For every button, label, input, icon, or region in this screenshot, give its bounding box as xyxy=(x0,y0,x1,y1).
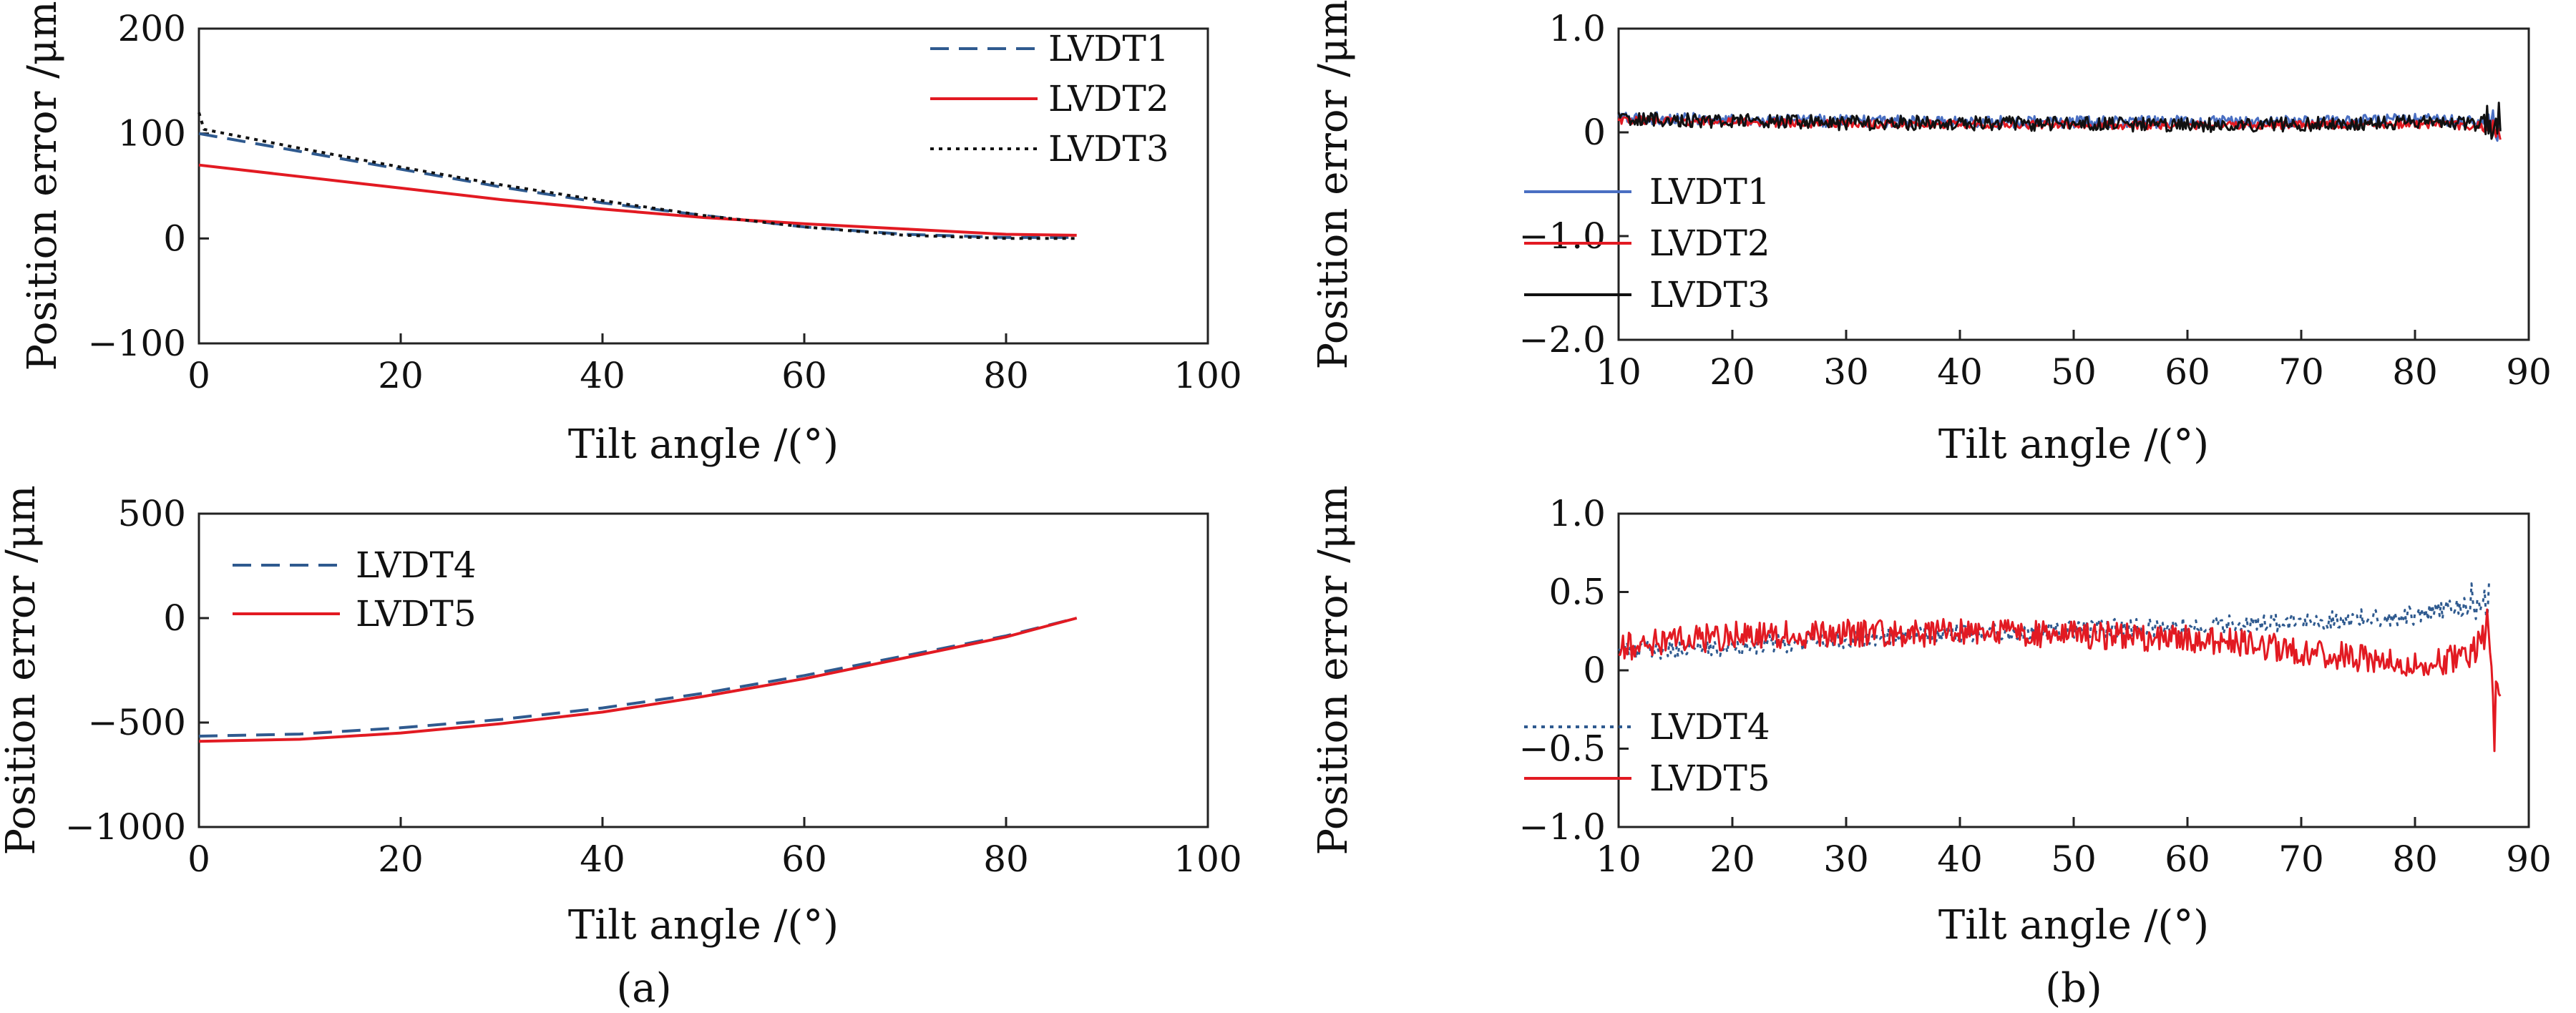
legend-label: LVDT5 xyxy=(1649,758,1770,799)
y-tick-label: −1.0 xyxy=(1519,806,1606,848)
y-tick-label: 1.0 xyxy=(1548,493,1606,534)
legend-label: LVDT5 xyxy=(356,593,477,635)
x-tick-label: 40 xyxy=(580,355,625,396)
legend-label: LVDT4 xyxy=(1649,706,1770,748)
x-tick-label: 90 xyxy=(2506,838,2552,880)
chart-b-bottom: 10 20 30 40 50 60 70 80 901.00.50−0.5−1.0 LVDT4L… xyxy=(1310,485,2552,949)
series-line-lvdt1 xyxy=(198,132,1077,239)
y-tick-label: −500 xyxy=(88,702,186,743)
plot-frame xyxy=(197,512,1209,828)
x-tick-label: 20 xyxy=(1709,838,1755,880)
series-line-lvdt5 xyxy=(1618,608,2502,753)
series-line-lvdt3 xyxy=(1617,102,2502,140)
x-axis-label: Tilt angle /(°) xyxy=(1938,902,2209,949)
legend-label: LVDT3 xyxy=(1649,274,1770,315)
legend: LVDT1 LVDT2 LVDT3 xyxy=(930,28,1169,170)
axis-ticks: 10 20 30 40 50 60 70 80 90 1.0 0 −1.0 −2.0 xyxy=(1519,8,2552,393)
x-tick-label: 50 xyxy=(2051,838,2097,880)
x-tick-label: 10 xyxy=(1596,351,1641,393)
series-layer xyxy=(1618,582,2502,753)
x-tick-label: 50 xyxy=(2051,351,2097,393)
x-tick-label: 60 xyxy=(2165,351,2210,393)
series-line-lvdt2 xyxy=(198,163,1077,237)
series-layer xyxy=(198,617,1078,743)
legend: LVDT1 LVDT2 LVDT3 xyxy=(1524,171,1770,315)
x-tick-label: 30 xyxy=(1823,351,1869,393)
y-tick-label: 0 xyxy=(1583,650,1606,691)
axis-ticks: 0 20 40 60 80 100 500 0 −500 −1000 xyxy=(65,493,1242,880)
x-tick-label: 80 xyxy=(2392,838,2438,880)
y-tick-label: −0.5 xyxy=(1519,728,1606,770)
y-tick-label: 0 xyxy=(1583,112,1606,153)
caption-a: (a) xyxy=(616,965,671,1012)
y-axis-label: Position error /μm xyxy=(0,485,44,855)
series-line-lvdt4 xyxy=(198,617,1078,738)
x-axis-label: Tilt angle /(°) xyxy=(568,902,839,949)
legend-label: LVDT2 xyxy=(1048,78,1169,119)
y-tick-label: −1.0 xyxy=(1519,215,1606,257)
x-tick-label: 30 xyxy=(1823,838,1869,880)
chart-a-bottom: 0 20 40 60 80 100 500 0 −500 −1000 LVDT4 LVDT5 Til… xyxy=(0,485,1242,949)
series-line-lvdt5 xyxy=(198,617,1078,743)
y-axis-label: Position error /μm xyxy=(1310,0,1357,370)
y-axis-label: Position error /μm xyxy=(19,1,66,371)
y-axis-label: Position error /μm xyxy=(1310,485,1357,855)
x-tick-label: 20 xyxy=(378,838,424,880)
series-layer xyxy=(197,112,1077,240)
x-tick-label: 60 xyxy=(781,355,827,396)
x-tick-label: 80 xyxy=(2392,351,2438,393)
x-tick-label: 90 xyxy=(2506,351,2552,393)
caption-b: (b) xyxy=(2045,965,2102,1012)
x-tick-label: 70 xyxy=(2278,838,2324,880)
x-tick-label: 100 xyxy=(1174,355,1241,396)
plot-frame xyxy=(197,27,1209,345)
y-tick-label: −2.0 xyxy=(1519,319,1606,361)
y-tick-label: −1000 xyxy=(65,806,186,848)
x-tick-label: 10 xyxy=(1596,838,1641,880)
y-tick-label: 200 xyxy=(118,8,186,49)
y-tick-label: 100 xyxy=(118,113,186,155)
x-tick-label: 0 xyxy=(187,838,210,880)
x-tick-label: 60 xyxy=(2165,838,2210,880)
series-layer xyxy=(1617,102,2502,142)
x-tick-label: 70 xyxy=(2278,351,2324,393)
x-tick-label: 80 xyxy=(983,355,1029,396)
x-tick-label: 80 xyxy=(983,838,1029,880)
x-tick-label: 40 xyxy=(1937,838,1983,880)
y-tick-label: −100 xyxy=(88,323,186,364)
series-line-lvdt4 xyxy=(1618,582,2490,660)
y-tick-label: 500 xyxy=(118,493,186,534)
legend: LVDT4 LVDT5 xyxy=(1524,706,1770,799)
y-tick-label: 1.0 xyxy=(1548,8,1606,49)
x-tick-label: 20 xyxy=(1709,351,1755,393)
legend-label: LVDT1 xyxy=(1048,28,1169,69)
legend-label: LVDT2 xyxy=(1649,222,1770,264)
x-tick-label: 60 xyxy=(781,838,827,880)
y-tick-label: 0.5 xyxy=(1548,572,1606,613)
x-axis-label: Tilt angle /(°) xyxy=(1938,421,2209,468)
x-tick-label: 40 xyxy=(580,838,625,880)
x-tick-label: 40 xyxy=(1937,351,1983,393)
axis-ticks: 10 20 30 40 50 60 70 80 90 1.0 0.5 0 −0.5 −1.0 xyxy=(1519,493,2552,880)
chart-b-top: 10 20 30 40 50 60 70 80 901.00−1.0−2.0 LVDT1LVDT… xyxy=(1310,0,2552,468)
legend: LVDT4 LVDT5 xyxy=(233,544,477,635)
y-tick-label: 0 xyxy=(163,217,186,259)
x-tick-label: 20 xyxy=(378,355,424,396)
series-line-lvdt3 xyxy=(197,112,1077,240)
x-tick-label: 0 xyxy=(187,355,210,396)
y-tick-label: 0 xyxy=(163,597,186,639)
x-axis-label: Tilt angle /(°) xyxy=(568,421,839,468)
x-tick-label: 100 xyxy=(1174,838,1241,880)
legend-label: LVDT3 xyxy=(1048,128,1169,170)
legend-label: LVDT1 xyxy=(1649,171,1770,212)
legend-label: LVDT4 xyxy=(356,544,477,586)
